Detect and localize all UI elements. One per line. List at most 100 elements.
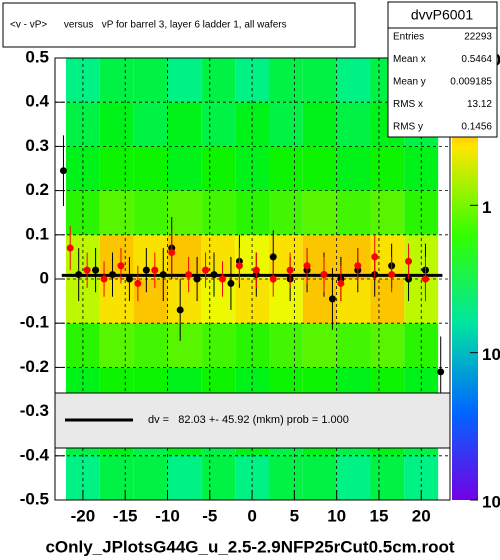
stats-rows: Entries 22293 Mean x 0.5464 Mean y 0.009185 RM…: [393, 32, 492, 133]
data-point: [320, 271, 328, 279]
data-point: [371, 253, 379, 261]
data-point: [252, 266, 260, 274]
data-point: [59, 167, 67, 175]
heat-cell: [99, 323, 134, 368]
z-tick-label: 1: [482, 198, 491, 217]
data-point: [388, 271, 396, 279]
stats-value: 0.5464: [461, 54, 492, 65]
data-point: [92, 266, 100, 274]
heat-cell: [99, 279, 134, 324]
heat-cell: [99, 58, 134, 103]
heat-cell: [302, 455, 337, 500]
heat-cell: [201, 323, 236, 368]
heat-cell: [99, 190, 134, 235]
heat-cell: [268, 190, 303, 235]
heat-cell: [302, 323, 337, 368]
heat-cell: [201, 455, 236, 500]
heat-cell: [167, 58, 202, 103]
data-point: [437, 368, 445, 376]
data-point: [269, 275, 277, 283]
heat-cell: [302, 146, 337, 191]
data-point: [109, 271, 117, 279]
chart-title: <v - vP> versus vP for barrel 3, layer 6…: [10, 20, 287, 31]
data-point: [421, 275, 429, 283]
heat-cell: [336, 146, 371, 191]
data-point: [66, 244, 74, 252]
heat-cell: [201, 190, 236, 235]
heat-cell: [201, 58, 236, 103]
heat-cell: [268, 58, 303, 103]
heat-cell: [336, 323, 371, 368]
heat-cell: [133, 455, 168, 500]
x-tick-label: -20: [71, 506, 96, 525]
heat-cell: [268, 279, 303, 324]
x-tick-label: 10: [327, 506, 346, 525]
data-point: [151, 266, 159, 274]
heat-cell: [370, 279, 405, 324]
heat-cell: [268, 146, 303, 191]
y-tick-label: 0.4: [25, 92, 49, 111]
y-tick-label: 0.1: [25, 224, 49, 243]
y-tick-label: -0.4: [20, 445, 50, 464]
stats-value: 13.12: [467, 99, 492, 110]
data-point: [159, 271, 167, 279]
heat-cell: [336, 234, 371, 279]
legend-text: dv = 82.03 +- 45.92 (mkm) prob = 1.000: [148, 414, 349, 426]
heat-cell: [336, 58, 371, 103]
heat-cell: [133, 146, 168, 191]
z-tick-label: 10: [482, 345, 500, 364]
data-point: [337, 279, 345, 287]
heat-cell: [99, 146, 134, 191]
heat-cell: [302, 58, 337, 103]
data-point: [227, 279, 235, 287]
data-point: [328, 295, 336, 303]
data-point: [210, 271, 218, 279]
stats-label: Mean x: [393, 54, 426, 65]
stats-value: 0.009185: [450, 77, 492, 88]
data-point: [134, 279, 142, 287]
heat-cell: [336, 455, 371, 500]
y-tick-label: -0.3: [20, 401, 49, 420]
data-point: [269, 253, 277, 261]
y-tick-label: -0.1: [20, 313, 49, 332]
data-point: [303, 262, 311, 270]
data-point: [354, 262, 362, 270]
stats-value: 22293: [464, 32, 492, 43]
heat-cell: [370, 190, 405, 235]
stats-box: [387, 1, 498, 138]
stats-label: RMS x: [393, 99, 423, 110]
data-point: [83, 266, 91, 274]
data-point: [235, 262, 243, 270]
heat-cell: [336, 190, 371, 235]
heat-cell: [167, 234, 202, 279]
heat-cell: [99, 102, 134, 147]
heat-cell: [370, 455, 405, 500]
x-tick-label: 5: [290, 506, 299, 525]
heat-cell: [268, 323, 303, 368]
x-tick-label: 20: [412, 506, 431, 525]
data-point: [117, 262, 125, 270]
title-box: [2, 2, 356, 48]
y-tick-label: 0.5: [25, 47, 49, 66]
y-tick-label: 0.3: [25, 136, 49, 155]
data-point: [185, 271, 193, 279]
x-tick-label: 0: [247, 506, 256, 525]
data-point: [193, 275, 201, 283]
data-point: [176, 306, 184, 314]
heat-cell: [201, 102, 236, 147]
stats-label: Mean y: [393, 77, 426, 88]
heat-cell: [167, 323, 202, 368]
data-point: [202, 266, 210, 274]
axes: -20 -15 -10 -5 0 5 10 15 20-0.5-0.4-0.3-0.2-0.10…: [20, 47, 500, 525]
heat-cell: [167, 279, 202, 324]
data-point: [405, 257, 413, 265]
x-tick-label: 15: [369, 506, 388, 525]
data-point: [75, 271, 83, 279]
x-tick-label: -15: [113, 506, 138, 525]
plot-area: [55, 58, 450, 500]
heat-cell: [133, 190, 168, 235]
footer: cOnly_JPlotsG44G_u_2.5-2.9NFP25rCut0.5cm…: [45, 537, 454, 556]
x-tick-label: -5: [202, 506, 217, 525]
data-point: [218, 275, 226, 283]
